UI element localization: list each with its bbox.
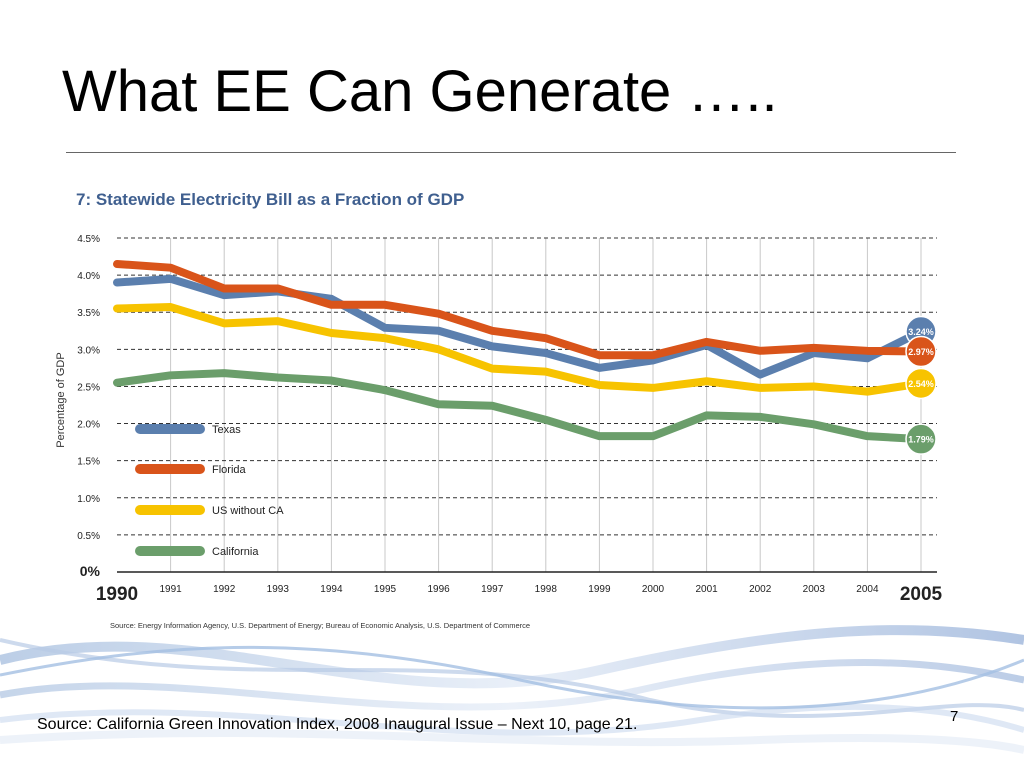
y-tick-label: 4.0% (77, 271, 100, 282)
electricity-bill-chart: Texas Florida US without CA California 0% 0.… (55, 190, 943, 630)
x-tick-label: 1993 (267, 584, 290, 595)
chart-title: 7: Statewide Electricity Bill as a Fract… (76, 190, 464, 209)
x-tick-label: 1990 (96, 584, 138, 605)
x-tick-label: 2004 (856, 584, 879, 595)
x-tick-label: 2002 (749, 584, 772, 595)
chart-legend: Texas Florida US without CA California (135, 424, 284, 558)
series-line-florida (113, 259, 925, 360)
legend-label: California (212, 546, 259, 558)
end-point-marker (905, 335, 937, 368)
chart-grid (117, 237, 937, 573)
slide-source-note: Source: California Green Innovation Inde… (37, 716, 638, 733)
chart-end-labels: 3.24% 2.97% 2.54% 1.79% (905, 315, 937, 455)
chart-source: Source: Energy Information Agency, U.S. … (110, 621, 530, 630)
end-point-marker (905, 367, 937, 400)
end-point-marker (905, 423, 937, 455)
y-tick-label: 3.0% (77, 345, 100, 356)
series-line-us-without-ca (113, 303, 925, 396)
chart-series-lines (113, 259, 925, 444)
x-tick-label: 2003 (803, 584, 826, 595)
chart-y-axis-label: Percentage of GDP (55, 352, 67, 447)
legend-label: Florida (212, 464, 247, 476)
series-line-california (113, 369, 925, 444)
y-tick-label: 2.0% (77, 420, 100, 431)
x-tick-label: 1998 (535, 584, 558, 595)
x-tick-label: 1991 (159, 584, 182, 595)
x-tick-label: 1996 (427, 584, 450, 595)
y-tick-label: 1.5% (77, 457, 100, 468)
end-value-label: 2.54% (908, 379, 934, 389)
y-tick-label: 0.5% (77, 531, 100, 542)
x-tick-label: 2001 (695, 584, 718, 595)
decorative-waves (0, 625, 1024, 754)
slide-title: What EE Can Generate ….. (62, 59, 778, 124)
x-tick-label: 2005 (900, 584, 943, 605)
x-tick-label: 2000 (642, 584, 665, 595)
y-tick-label: 3.5% (77, 308, 100, 319)
page-number: 7 (950, 708, 959, 725)
x-tick-label: 1995 (374, 584, 397, 595)
title-divider (66, 152, 956, 153)
end-value-label: 2.97% (908, 347, 934, 357)
y-tick-label: 2.5% (77, 382, 100, 393)
end-value-label: 1.79% (908, 435, 934, 445)
series-line-texas (113, 274, 925, 379)
legend-label: Texas (212, 424, 241, 436)
chart-axis-labels: 0% 0.5% 1.0% 1.5% 2.0% 2.5% 3.0% 3.5% 4.0% 4.5% 19… (77, 234, 942, 605)
y-tick-label: 0% (80, 563, 101, 579)
y-tick-label: 4.5% (77, 234, 100, 245)
x-tick-label: 1997 (481, 584, 504, 595)
x-tick-label: 1999 (588, 584, 611, 595)
x-tick-label: 1994 (320, 584, 343, 595)
legend-label: US without CA (212, 505, 284, 517)
x-tick-label: 1992 (213, 584, 236, 595)
end-value-label: 3.24% (908, 327, 934, 337)
y-tick-label: 1.0% (77, 494, 100, 505)
